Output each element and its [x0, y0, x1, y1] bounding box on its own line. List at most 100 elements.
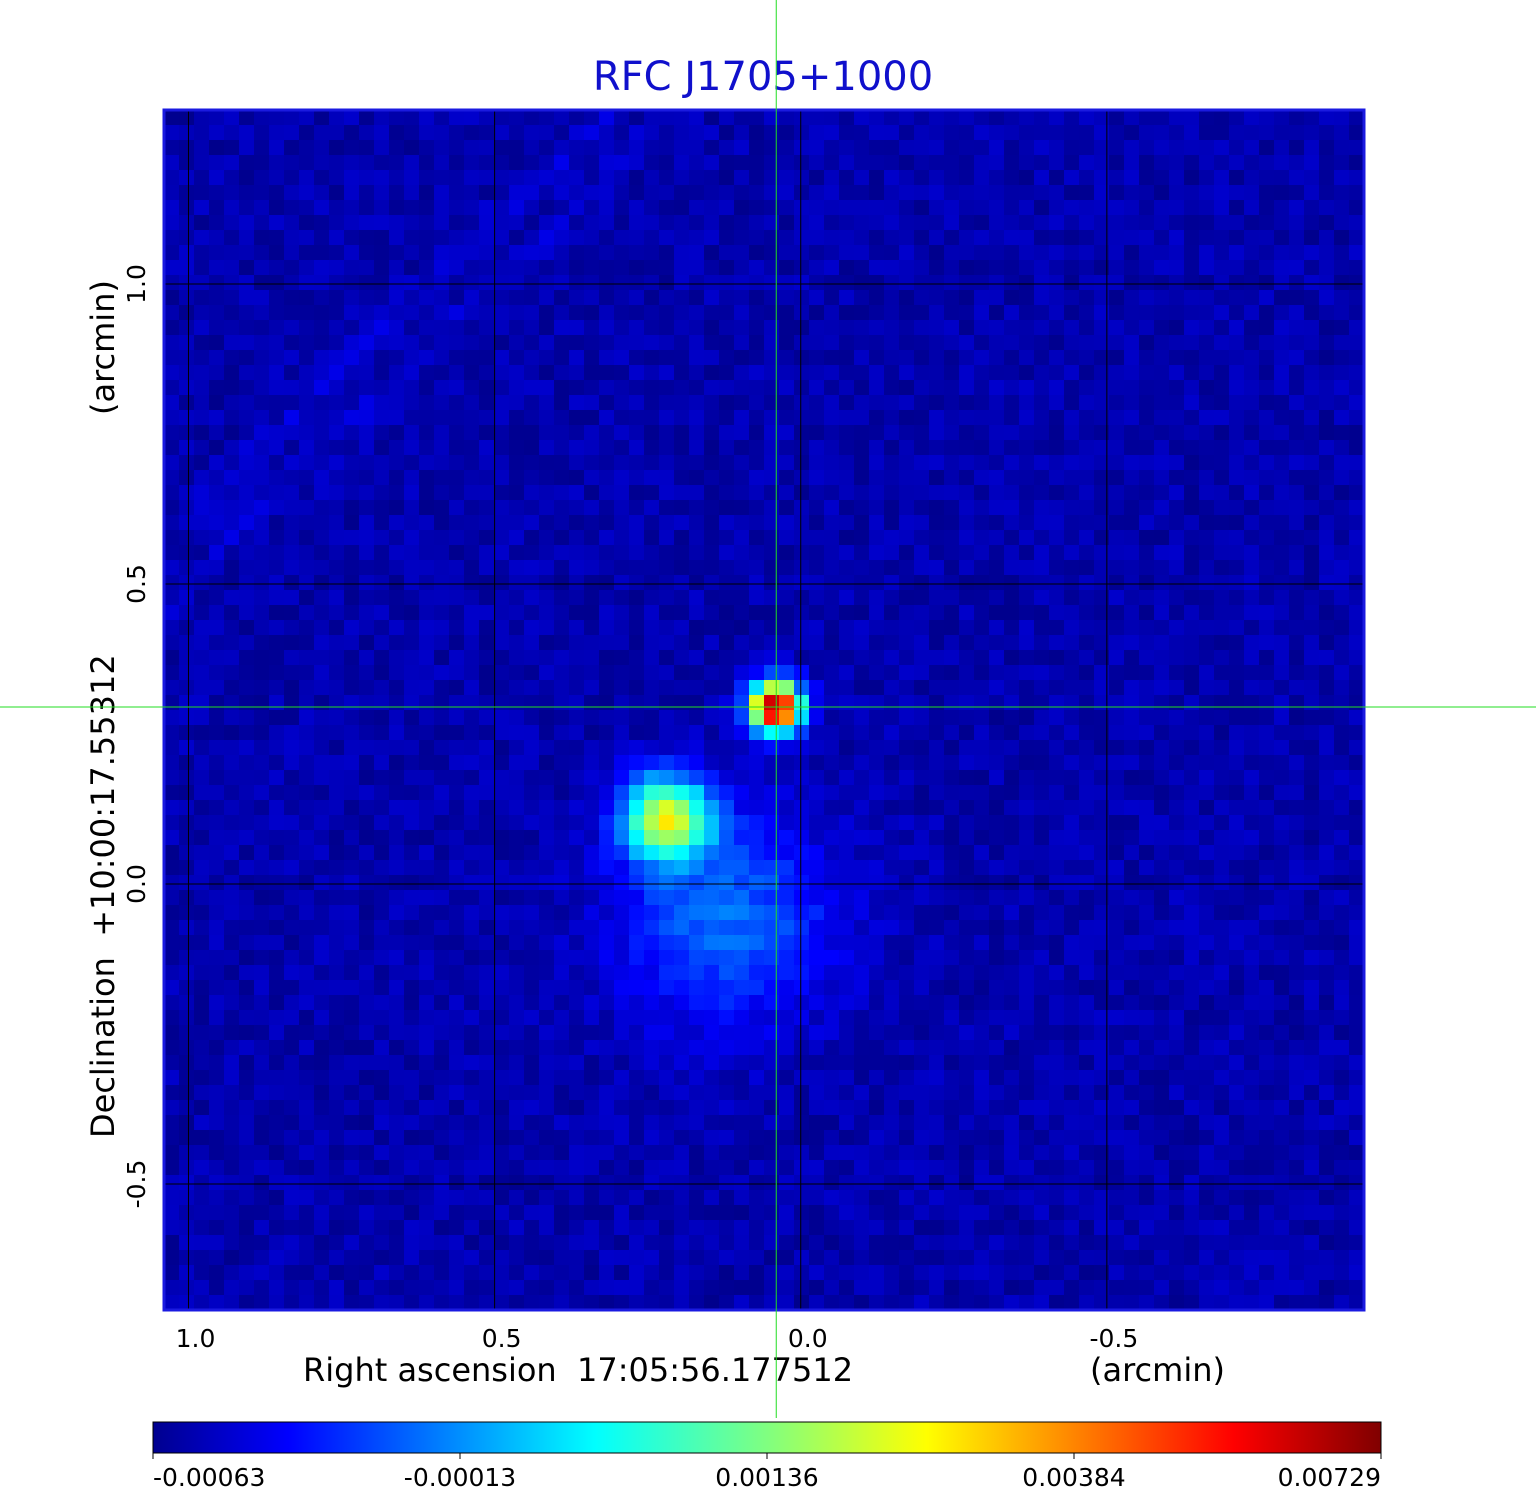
heatmap-cell	[1094, 470, 1110, 486]
heatmap-cell	[1304, 875, 1320, 891]
heatmap-cell	[299, 545, 315, 561]
heatmap-cell	[1094, 140, 1110, 156]
heatmap-cell	[404, 800, 420, 816]
heatmap-cell	[794, 530, 810, 546]
heatmap-cell	[839, 335, 855, 351]
heatmap-cell	[929, 485, 945, 501]
heatmap-cell	[794, 380, 810, 396]
heatmap-cell	[584, 140, 600, 156]
heatmap-cell	[524, 485, 540, 501]
heatmap-cell	[224, 230, 240, 246]
heatmap-cell	[1169, 695, 1185, 711]
heatmap-cell	[764, 905, 780, 921]
heatmap-cell	[1004, 710, 1020, 726]
heatmap-cell	[1349, 755, 1365, 771]
heatmap-cell	[854, 185, 870, 201]
heatmap-cell	[194, 725, 210, 741]
heatmap-cell	[554, 620, 570, 636]
heatmap-cell	[509, 170, 525, 186]
heatmap-cell	[599, 995, 615, 1011]
heatmap-cell	[764, 350, 780, 366]
heatmap-cell	[1019, 320, 1035, 336]
heatmap-cell	[1349, 320, 1365, 336]
heatmap-cell	[644, 650, 660, 666]
heatmap-cell	[284, 890, 300, 906]
heatmap-cell	[734, 1010, 750, 1026]
heatmap-cell	[989, 740, 1005, 756]
heatmap-cell	[1049, 980, 1065, 996]
heatmap-cell	[1094, 635, 1110, 651]
heatmap-cell	[464, 125, 480, 141]
heatmap-cell	[1199, 950, 1215, 966]
heatmap-cell	[314, 230, 330, 246]
heatmap-cell	[959, 260, 975, 276]
heatmap-cell	[1259, 860, 1275, 876]
heatmap-cell	[344, 500, 360, 516]
heatmap-cell	[1319, 275, 1335, 291]
heatmap-cell	[509, 695, 525, 711]
heatmap-cell	[884, 770, 900, 786]
heatmap-cell	[659, 695, 675, 711]
heatmap-cell	[794, 770, 810, 786]
heatmap-cell	[644, 140, 660, 156]
heatmap-cell	[449, 455, 465, 471]
heatmap-cell	[824, 740, 840, 756]
heatmap-cell	[1319, 710, 1335, 726]
heatmap-cell	[719, 335, 735, 351]
heatmap-cell	[614, 485, 630, 501]
heatmap-cell	[929, 350, 945, 366]
heatmap-cell	[314, 560, 330, 576]
heatmap-cell	[989, 575, 1005, 591]
heatmap-cell	[1304, 410, 1320, 426]
heatmap-cell	[599, 860, 615, 876]
heatmap-cell	[599, 785, 615, 801]
heatmap-cell	[419, 935, 435, 951]
heatmap-cell	[749, 200, 765, 216]
heatmap-cell	[404, 545, 420, 561]
heatmap-cell	[419, 380, 435, 396]
heatmap-cell	[914, 995, 930, 1011]
heatmap-cell	[509, 515, 525, 531]
heatmap-cell	[1079, 605, 1095, 621]
heatmap-cell	[419, 365, 435, 381]
heatmap-cell	[1184, 320, 1200, 336]
heatmap-cell	[1274, 530, 1290, 546]
heatmap-cell	[554, 125, 570, 141]
heatmap-cell	[1199, 410, 1215, 426]
heatmap-cell	[209, 875, 225, 891]
heatmap-cell	[1319, 560, 1335, 576]
heatmap-cell	[1259, 965, 1275, 981]
heatmap-cell	[554, 950, 570, 966]
heatmap-cell	[1304, 725, 1320, 741]
heatmap-cell	[434, 605, 450, 621]
heatmap-cell	[914, 515, 930, 531]
heatmap-cell	[539, 995, 555, 1011]
heatmap-cell	[449, 155, 465, 171]
heatmap-cell	[824, 800, 840, 816]
heatmap-cell	[824, 440, 840, 456]
heatmap-cell	[884, 560, 900, 576]
heatmap-cell	[404, 875, 420, 891]
heatmap-cell	[464, 455, 480, 471]
heatmap-cell	[1334, 470, 1350, 486]
heatmap-cell	[1079, 320, 1095, 336]
heatmap-cell	[614, 320, 630, 336]
heatmap-cell	[1139, 575, 1155, 591]
heatmap-cell	[389, 260, 405, 276]
heatmap-cell	[1154, 635, 1170, 651]
heatmap-cell	[1109, 185, 1125, 201]
heatmap-cell	[1094, 890, 1110, 906]
heatmap-cell	[899, 290, 915, 306]
heatmap-cell	[1034, 575, 1050, 591]
heatmap-cell	[929, 725, 945, 741]
heatmap-cell	[1034, 995, 1050, 1011]
heatmap-cell	[1094, 350, 1110, 366]
heatmap-cell	[1229, 185, 1245, 201]
heatmap-cell	[659, 590, 675, 606]
heatmap-cell	[974, 455, 990, 471]
heatmap-cell	[704, 290, 720, 306]
heatmap-cell	[1124, 725, 1140, 741]
heatmap-cell	[959, 995, 975, 1011]
heatmap-cell	[839, 680, 855, 696]
heatmap-cell	[854, 605, 870, 621]
